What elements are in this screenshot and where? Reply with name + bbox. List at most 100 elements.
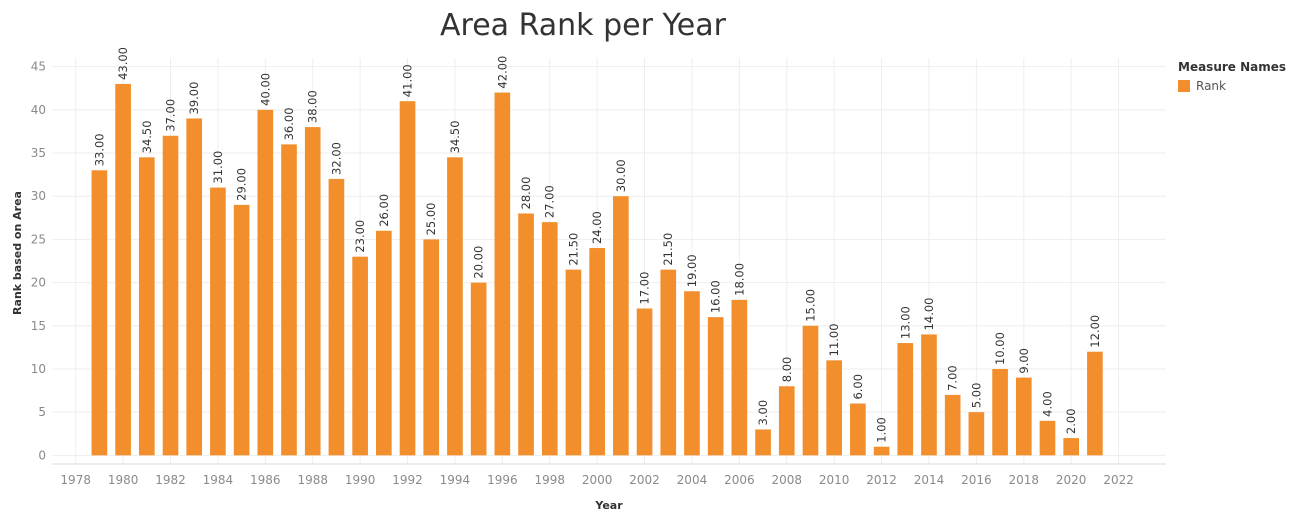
data-label-2021: 12.00 xyxy=(1088,315,1102,348)
bar-2018[interactable] xyxy=(1015,377,1032,456)
bar-1987[interactable] xyxy=(281,144,297,456)
bar-1995[interactable] xyxy=(470,282,487,456)
x-tick-label: 1988 xyxy=(297,473,328,487)
x-tick-label: 1986 xyxy=(250,473,281,487)
data-label-2020: 2.00 xyxy=(1064,408,1078,434)
data-label-2002: 17.00 xyxy=(638,272,652,305)
bar-1980[interactable] xyxy=(115,83,131,456)
data-label-2005: 16.00 xyxy=(709,280,723,313)
bar-1982[interactable] xyxy=(162,135,179,456)
data-label-1980: 43.00 xyxy=(116,47,130,80)
data-label-2011: 6.00 xyxy=(851,374,865,400)
y-tick-label: 25 xyxy=(31,232,46,246)
bar-1988[interactable] xyxy=(304,127,321,456)
bar-2010[interactable] xyxy=(826,360,842,456)
x-tick-label: 2012 xyxy=(866,473,897,487)
x-tick-label: 2016 xyxy=(961,473,992,487)
x-tick-label: 1980 xyxy=(108,473,139,487)
y-tick-label: 0 xyxy=(38,448,46,462)
bar-2016[interactable] xyxy=(968,412,985,456)
data-label-1989: 32.00 xyxy=(329,142,343,175)
data-label-2008: 8.00 xyxy=(780,357,794,383)
bar-1998[interactable] xyxy=(541,222,558,456)
bar-1979[interactable] xyxy=(91,170,108,456)
bar-2008[interactable] xyxy=(778,386,795,456)
bar-1999[interactable] xyxy=(565,269,582,456)
bar-2017[interactable] xyxy=(992,368,1008,456)
y-tick-label: 45 xyxy=(31,60,46,74)
data-label-2004: 19.00 xyxy=(685,254,699,287)
bar-2009[interactable] xyxy=(802,325,819,456)
data-label-1990: 23.00 xyxy=(353,220,367,253)
data-label-1986: 40.00 xyxy=(258,73,272,106)
bar-2000[interactable] xyxy=(589,248,605,456)
data-label-2017: 10.00 xyxy=(993,332,1007,365)
bar-2011[interactable] xyxy=(850,403,866,456)
bar-1984[interactable] xyxy=(210,187,226,456)
bar-2004[interactable] xyxy=(684,291,700,456)
data-label-1997: 28.00 xyxy=(519,177,533,210)
y-tick-label: 20 xyxy=(31,276,46,290)
data-label-2014: 14.00 xyxy=(922,297,936,330)
bar-2012[interactable] xyxy=(873,446,890,456)
bar-1986[interactable] xyxy=(257,109,274,456)
bar-1981[interactable] xyxy=(138,157,155,456)
bar-2003[interactable] xyxy=(660,269,677,456)
bar-2005[interactable] xyxy=(707,317,724,456)
y-tick-label: 10 xyxy=(31,362,46,376)
x-tick-label: 2022 xyxy=(1103,473,1134,487)
data-label-2000: 24.00 xyxy=(590,211,604,244)
bar-2013[interactable] xyxy=(897,343,914,456)
data-label-2012: 1.00 xyxy=(875,417,889,443)
data-label-2019: 4.00 xyxy=(1040,391,1054,417)
bar-1991[interactable] xyxy=(376,230,392,456)
bar-1983[interactable] xyxy=(186,118,203,456)
y-tick-label: 40 xyxy=(31,103,46,117)
x-tick-label: 1998 xyxy=(534,473,565,487)
y-tick-label: 35 xyxy=(31,146,46,160)
bar-2021[interactable] xyxy=(1087,351,1103,456)
bar-2001[interactable] xyxy=(613,196,629,456)
bar-2007[interactable] xyxy=(755,429,771,456)
x-tick-label: 2000 xyxy=(582,473,613,487)
x-tick-label: 2002 xyxy=(629,473,660,487)
bar-2014[interactable] xyxy=(921,334,937,456)
bar-1997[interactable] xyxy=(518,213,534,456)
y-tick-label: 30 xyxy=(31,189,46,203)
bar-1985[interactable] xyxy=(233,204,250,456)
bar-1990[interactable] xyxy=(352,256,368,456)
bar-1994[interactable] xyxy=(447,157,463,456)
bar-1992[interactable] xyxy=(399,101,416,456)
x-tick-label: 1982 xyxy=(155,473,186,487)
data-label-1981: 34.50 xyxy=(140,120,154,153)
bar-2015[interactable] xyxy=(944,394,961,456)
data-label-2009: 15.00 xyxy=(803,289,817,322)
data-label-2010: 11.00 xyxy=(827,323,841,356)
y-tick-label: 5 xyxy=(38,405,46,419)
bar-1993[interactable] xyxy=(423,239,440,456)
data-label-1995: 20.00 xyxy=(472,246,486,279)
data-label-1985: 29.00 xyxy=(235,168,249,201)
data-label-1992: 41.00 xyxy=(401,64,415,97)
bar-1989[interactable] xyxy=(328,178,345,456)
legend-item-rank[interactable]: Rank xyxy=(1178,79,1286,93)
bar-2002[interactable] xyxy=(636,308,653,456)
legend-title: Measure Names xyxy=(1178,60,1287,74)
legend: Measure Names Rank xyxy=(1178,60,1286,93)
bar-1996[interactable] xyxy=(494,92,511,456)
bar-2006[interactable] xyxy=(731,299,748,456)
bar-2019[interactable] xyxy=(1039,420,1056,456)
data-label-1993: 25.00 xyxy=(424,202,438,235)
data-label-2013: 13.00 xyxy=(898,306,912,339)
x-tick-label: 2010 xyxy=(819,473,850,487)
x-tick-label: 2014 xyxy=(914,473,945,487)
y-axis-ticks: 0 5 10 15 20 25 30 35 40 45 xyxy=(31,60,46,463)
data-label-2007: 3.00 xyxy=(756,400,770,426)
data-labels: 33.00 43.00 34.50 37.00 39.00 31.00 29.00 40.00… xyxy=(92,47,1101,443)
x-tick-label: 1996 xyxy=(487,473,518,487)
data-label-1999: 21.50 xyxy=(566,233,580,266)
x-tick-label: 1984 xyxy=(203,473,234,487)
bar-2020[interactable] xyxy=(1063,438,1080,456)
x-tick-label: 2006 xyxy=(724,473,755,487)
data-label-1988: 38.00 xyxy=(306,90,320,123)
